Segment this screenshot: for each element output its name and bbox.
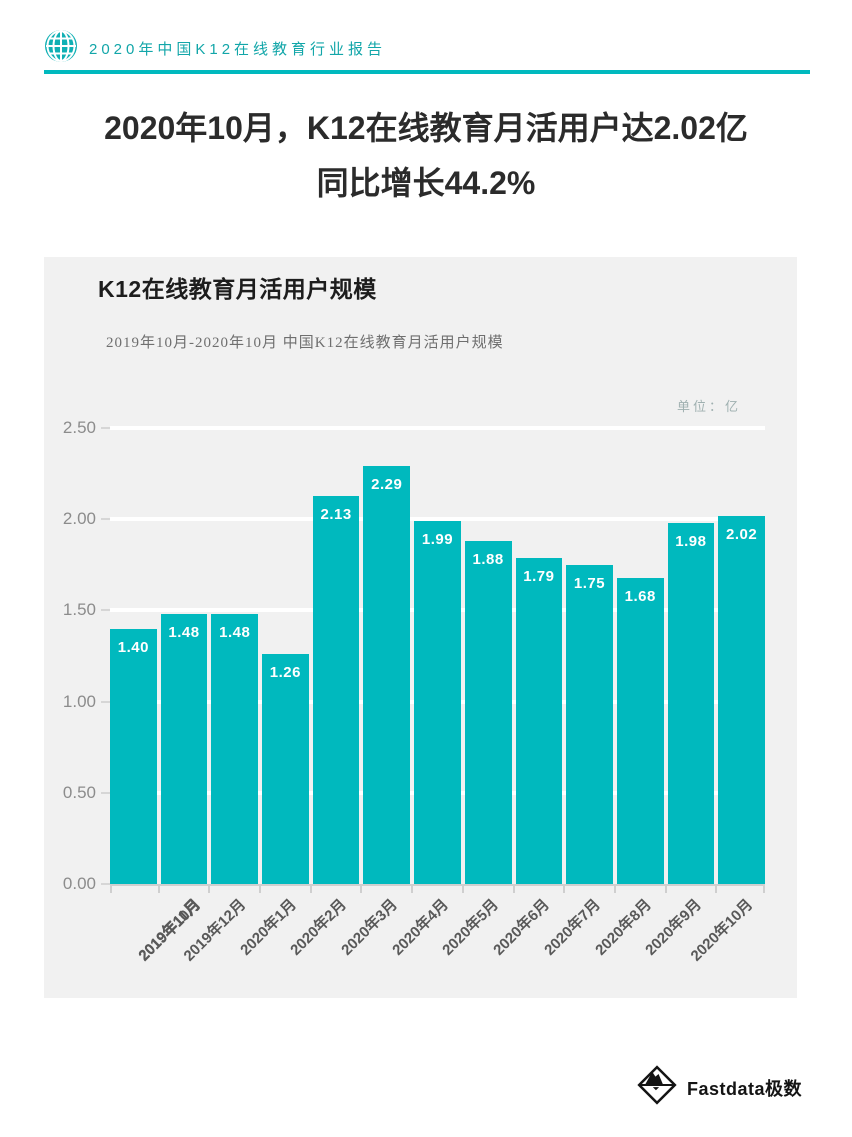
report-header: 2020年中国K12在线教育行业报告 xyxy=(44,29,386,68)
bar-value-label: 1.26 xyxy=(269,664,301,682)
bar: 1.48 xyxy=(160,614,208,884)
gridline xyxy=(110,426,765,430)
y-axis-label: 0.00 xyxy=(62,874,96,893)
bar: 1.48 xyxy=(211,614,259,884)
bar-value-label: 2.02 xyxy=(725,525,758,543)
plot-area: 1.40 1.48 1.48 1.26 2.13 2.29 1.99 1.88 1.79 1.75… xyxy=(101,426,765,893)
brand-logo: Fastdata极数 xyxy=(636,1064,802,1111)
globe-icon xyxy=(44,29,78,68)
bar: 2.02 xyxy=(718,515,765,884)
y-axis-tick xyxy=(101,791,110,794)
page-title-line1: 2020年10月，K12在线教育月活用户达2.02亿 xyxy=(104,110,748,146)
bar-value-label: 1.79 xyxy=(523,567,555,585)
bar-value-label: 1.98 xyxy=(675,532,707,550)
bar-value-label: 1.48 xyxy=(168,624,200,642)
y-axis-tick xyxy=(101,883,110,885)
bar: 1.88 xyxy=(464,541,512,884)
chart-title: K12在线教育月活用户规模 xyxy=(98,276,377,302)
x-axis-tick xyxy=(563,886,565,893)
x-axis-tick xyxy=(259,886,261,893)
bar-value-label: 1.48 xyxy=(219,624,251,642)
bar: 1.99 xyxy=(414,521,461,884)
x-axis-tick xyxy=(513,886,515,893)
chart-panel: K12在线教育月活用户规模 2019年10月-2020年10月 中国K12在线教… xyxy=(44,257,797,998)
x-axis-tick xyxy=(360,886,362,893)
bar-value-label: 2.13 xyxy=(320,505,352,523)
bar-value-label: 1.68 xyxy=(624,587,656,605)
bar: 1.75 xyxy=(566,564,613,884)
y-axis-tick xyxy=(101,518,110,521)
y-axis-label: 0.50 xyxy=(62,782,96,802)
page-title-line2: 同比增长44.2% xyxy=(316,165,536,201)
x-axis-line xyxy=(110,884,765,886)
bar-value-label: 1.88 xyxy=(472,551,504,569)
header-divider xyxy=(44,70,810,74)
x-axis-tick xyxy=(462,886,464,893)
x-axis-tick xyxy=(665,886,667,893)
chart-subtitle: 2019年10月-2020年10月 中国K12在线教育月活用户规模 xyxy=(106,335,504,351)
y-axis-label: 2.50 xyxy=(62,418,96,437)
fastdata-diamond-icon xyxy=(636,1064,678,1111)
x-axis-tick xyxy=(614,886,616,893)
bar: 2.13 xyxy=(312,495,360,884)
gridline xyxy=(110,517,765,522)
bar: 1.40 xyxy=(110,628,157,884)
bar: 1.68 xyxy=(616,577,664,884)
bar-value-label: 1.75 xyxy=(573,574,606,592)
bars: 1.40 1.48 1.48 1.26 2.13 2.29 1.99 1.88 1.79 1.75… xyxy=(110,428,765,884)
bar-value-label: 1.99 xyxy=(421,531,454,549)
page-title: 2020年10月，K12在线教育月活用户达2.02亿 同比增长44.2% xyxy=(0,101,852,211)
x-axis-tick xyxy=(208,886,210,893)
y-axis-tick xyxy=(101,427,110,429)
x-axis-tick xyxy=(310,886,312,893)
x-axis-tick xyxy=(158,886,160,893)
y-axis-label: 2.00 xyxy=(62,509,96,529)
bar-value-label: 1.40 xyxy=(117,638,149,656)
x-axis-tick xyxy=(763,886,765,893)
y-axis-tick xyxy=(101,700,110,703)
x-axis-tick xyxy=(110,886,112,893)
x-axis-tick xyxy=(715,886,717,893)
x-axis-label: 2020年10月 xyxy=(110,894,756,965)
x-axis-labels: 2019年10月 2019年11月 2019年12月 2020年1月 2020年2月 20… xyxy=(110,894,765,994)
x-axis-label-text: 2020年10月 xyxy=(687,896,756,965)
y-axis-label: 1.50 xyxy=(62,600,96,620)
bar: 1.79 xyxy=(515,557,563,884)
unit-label: 单位：亿 xyxy=(676,399,741,414)
bar: 2.29 xyxy=(363,466,411,884)
bar: 1.26 xyxy=(262,654,309,884)
y-axis-tick xyxy=(101,609,110,612)
y-axis-labels: 2.50 2.00 1.50 1.00 0.50 0.00 xyxy=(44,418,96,893)
x-axis-tick xyxy=(411,886,413,893)
y-axis-label: 1.00 xyxy=(62,691,96,711)
brand-name: Fastdata极数 xyxy=(687,1078,803,1099)
report-title: 2020年中国K12在线教育行业报告 xyxy=(89,41,387,58)
bar: 1.98 xyxy=(667,522,715,884)
bar-value-label: 2.29 xyxy=(371,476,403,494)
